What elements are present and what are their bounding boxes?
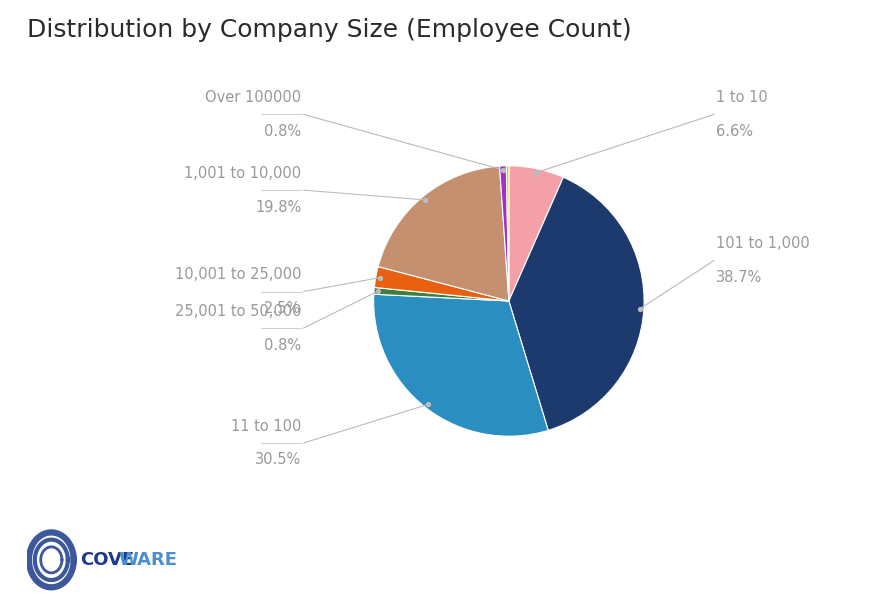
Text: Distribution by Company Size (Employee Count): Distribution by Company Size (Employee C… xyxy=(27,18,631,42)
Text: Over 100000: Over 100000 xyxy=(205,90,302,105)
Text: 1,001 to 10,000: 1,001 to 10,000 xyxy=(184,166,302,181)
Text: 25,001 to 50,000: 25,001 to 50,000 xyxy=(175,303,302,318)
Wedge shape xyxy=(506,166,509,301)
Wedge shape xyxy=(373,294,548,436)
Wedge shape xyxy=(374,267,509,301)
Wedge shape xyxy=(509,177,644,430)
Text: 38.7%: 38.7% xyxy=(716,270,763,285)
Text: COVE: COVE xyxy=(80,551,134,569)
Wedge shape xyxy=(373,287,509,301)
Text: 2.5%: 2.5% xyxy=(265,301,302,316)
Text: 6.6%: 6.6% xyxy=(716,124,753,139)
Text: 10,001 to 25,000: 10,001 to 25,000 xyxy=(175,267,302,282)
Wedge shape xyxy=(499,166,509,301)
Text: 11 to 100: 11 to 100 xyxy=(231,418,302,433)
Text: WARE: WARE xyxy=(118,551,177,569)
Text: 0.8%: 0.8% xyxy=(265,124,302,139)
Wedge shape xyxy=(378,166,509,301)
Text: 30.5%: 30.5% xyxy=(255,453,302,467)
Text: 1 to 10: 1 to 10 xyxy=(716,90,768,105)
Text: 101 to 1,000: 101 to 1,000 xyxy=(716,236,810,251)
Text: 0.8%: 0.8% xyxy=(265,338,302,353)
Text: 19.8%: 19.8% xyxy=(255,200,302,214)
Wedge shape xyxy=(509,166,564,301)
